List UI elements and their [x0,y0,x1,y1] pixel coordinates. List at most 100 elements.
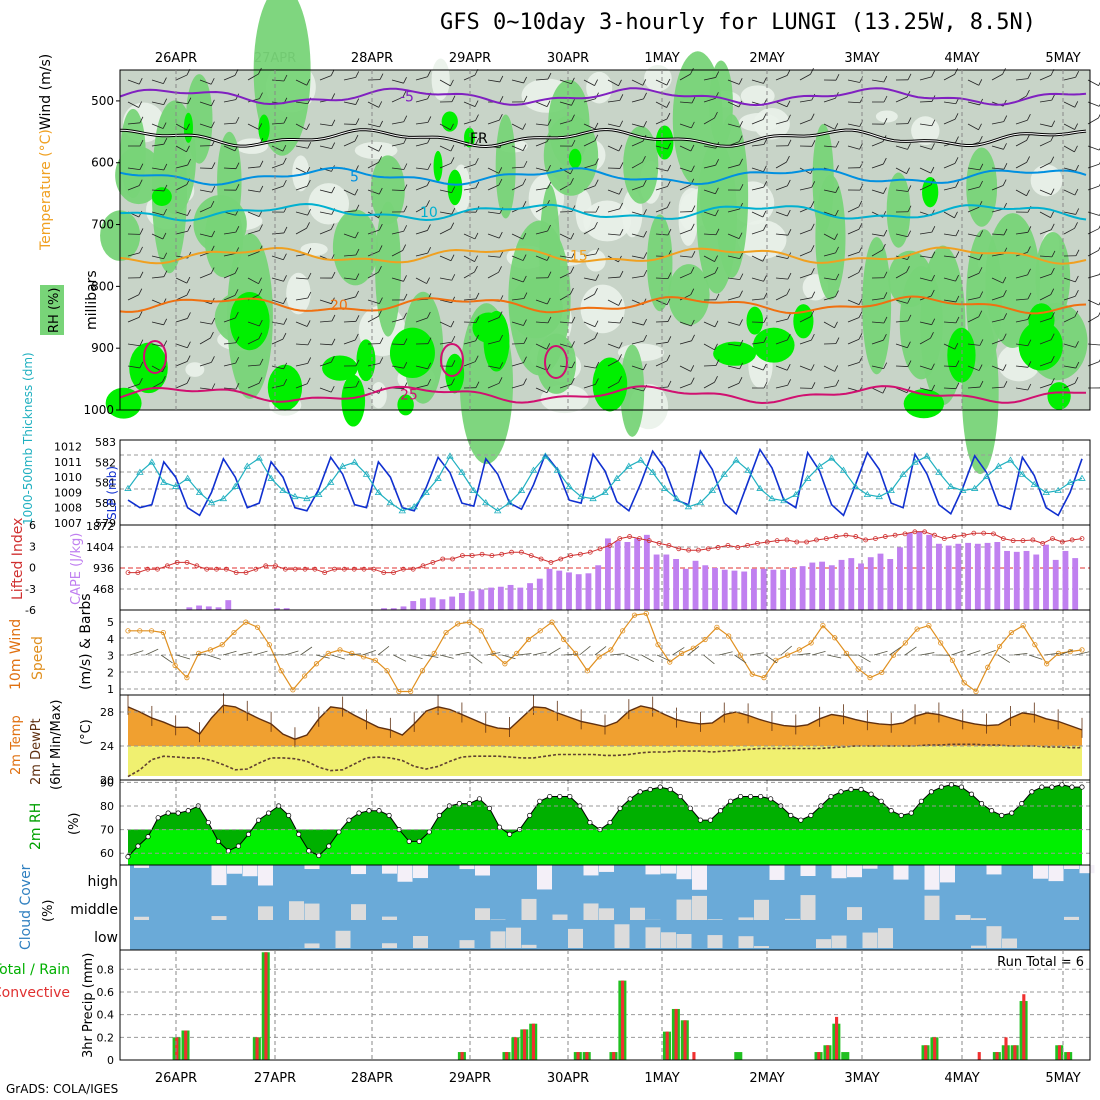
wind-barb [655,101,667,108]
precip-ylabel: 3hr Precip (mm) [81,953,96,1058]
wind-barb [1003,290,1007,297]
wind-barb [618,342,623,349]
wind-barb [1075,290,1079,297]
wind-barb [727,123,740,128]
wind-barb [583,365,596,369]
wind-barb [571,361,576,368]
lifted-index-marker [912,529,918,535]
wind-barb [427,116,432,123]
wind-barb [666,354,671,362]
wind-barb [138,210,143,218]
cloud-bar [459,865,475,870]
wind-barb [187,312,191,319]
thickness-marker [291,492,299,500]
axis-label-wind-b: Speed [30,636,46,680]
wind-barb [883,75,888,83]
wind-barb [859,143,863,150]
wind-barb [559,183,571,191]
y-tick-label: 3 [107,650,114,663]
wind-barb [271,384,284,389]
wind-barb [475,381,480,388]
wind-barb [811,181,816,188]
date-label-top: 26APR [155,51,197,66]
lifted-index-marker [509,549,514,555]
thickness-marker [124,484,132,491]
rh-marker [567,793,573,800]
wind-barb [858,311,863,318]
rh-patch-high [447,169,463,206]
wind-barb [402,90,407,98]
wind-barb [631,161,643,169]
wind-barb [739,362,744,370]
wind-barb [283,275,287,282]
wind-barb [703,321,716,328]
cloud-bar [413,935,428,948]
page-title: GFS 0~10day 3-hourly for LUNGI (13.25W, … [440,10,1037,35]
wind-barb [714,266,719,274]
wind-barb [823,233,835,241]
cloud-bar [614,924,630,948]
temp-unit: (°C) [79,719,94,745]
wind-speed-marker [820,623,826,629]
wind-barb [583,253,596,257]
thickness-marker [1006,456,1015,463]
wind-barb [487,365,500,369]
rh-marker [677,793,683,800]
thickness-marker [529,466,538,473]
wind-barb [823,123,835,130]
lifted-index-marker [155,566,160,572]
wind-speed-marker [784,652,791,658]
wind-barb [330,355,335,363]
wind-barb [583,79,595,86]
wind-barb [715,209,719,217]
lifted-index-marker [440,556,446,562]
rh-patch-low [300,242,328,256]
wind-barb [162,122,167,129]
wind-barb [1002,333,1007,340]
wind-barb [955,274,959,282]
cloud-bar [583,903,599,920]
wind-barb [295,383,308,389]
wind-barb [955,360,960,367]
rh-patch-low [370,381,387,409]
wind-barb [139,361,144,369]
cloud-bar [304,865,320,870]
thickness-marker [804,474,812,481]
lifted-index-marker [489,553,495,558]
wind-barb [187,341,191,348]
contour-label: FR [470,131,488,147]
wind-barb [1039,123,1052,128]
rh-marker [1059,782,1065,788]
rh-marker [145,834,151,840]
wind-barb [439,384,452,389]
wind-barb [895,233,908,238]
wind-barb [618,79,622,86]
wind-barb [319,320,332,323]
wind-barb [487,184,500,191]
cloud-bar [630,907,645,920]
wind-barb [679,123,692,129]
wind-barb [163,252,168,259]
cape-bar [741,571,748,610]
wind-barb [642,79,647,86]
wind-barb [571,377,575,385]
thickness-marker [577,492,585,500]
wind-barb [175,382,188,389]
cape-bar [721,569,728,610]
wind-barb [511,123,523,130]
wind-barb [535,141,548,147]
wind-barb [223,294,236,301]
wind-barb [523,356,527,363]
rh-patch-high [1028,303,1055,338]
lifted-index-marker [233,570,239,575]
wind-barb [631,255,644,259]
wind-barb [306,123,310,130]
wind-barb [247,321,260,327]
wind-barb [439,79,451,87]
wind-barb [127,122,140,125]
wind-barb [727,321,740,326]
wind-barb-10m [594,646,607,656]
wind-barb [631,340,644,345]
wind-barb [595,361,600,369]
wind-barb [655,277,669,280]
